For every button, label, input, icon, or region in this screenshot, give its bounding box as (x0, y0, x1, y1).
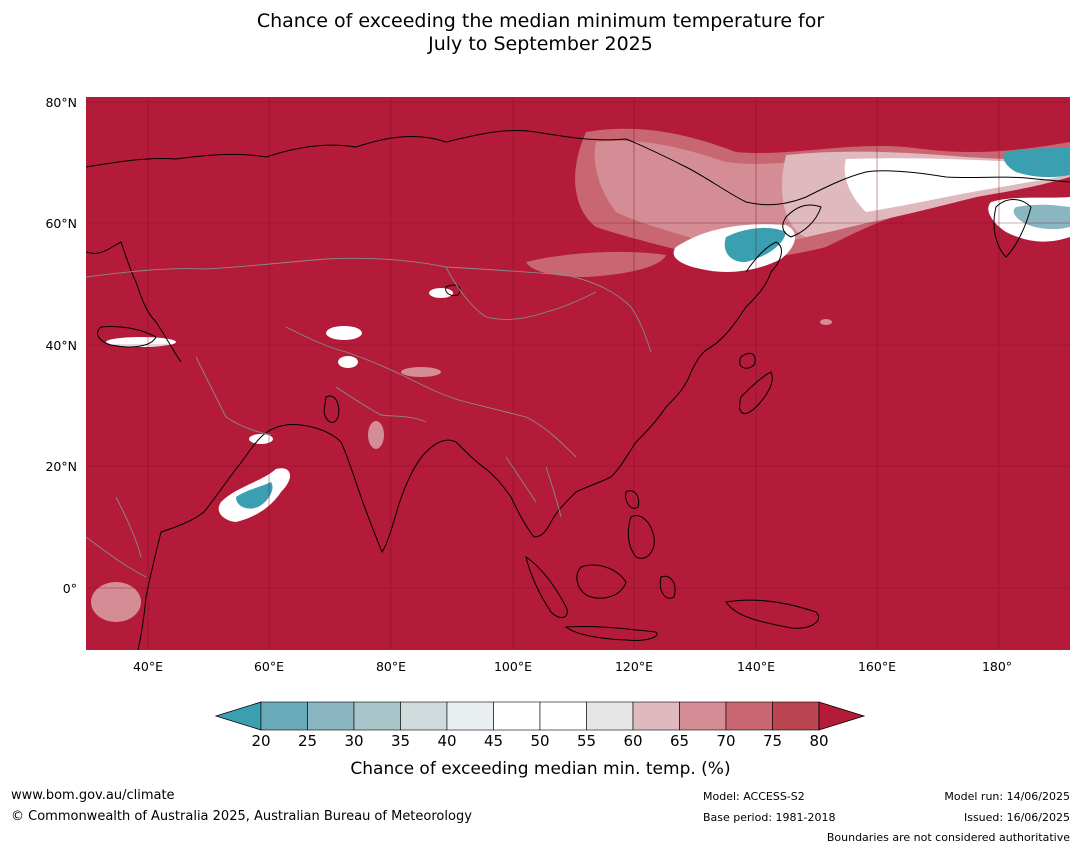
mongolia-boundary (445, 266, 597, 320)
pamir-neutral-patch (338, 356, 358, 368)
tibet-warm-patch (401, 367, 441, 377)
colorbar-tick-label: 50 (530, 732, 550, 750)
russia-southern-boundary (86, 257, 652, 353)
colorbar-segments (214, 701, 866, 731)
altai-neutral-patch (429, 288, 453, 298)
copyright-notice: © Commonwealth of Australia 2025, Austra… (11, 809, 472, 824)
west-asia-coastline (86, 241, 182, 363)
sumatra-coastline (525, 555, 568, 618)
lat-label-60n: 60°N (45, 216, 77, 231)
issued-date: Issued: 16/06/2025 (963, 811, 1070, 824)
colorbar-tick-label: 80 (809, 732, 829, 750)
sulawesi-coastline (659, 575, 676, 599)
colorbar-segment (260, 701, 308, 731)
colorbar-segment (725, 701, 773, 731)
china-coastline (533, 371, 692, 538)
east-africa-warm-patch (91, 582, 141, 622)
colorbar-label: Chance of exceeding median min. temp. (%… (350, 759, 731, 779)
map-title-line-1: Chance of exceeding the median minimum t… (256, 10, 825, 32)
lat-label-0: 0° (62, 581, 77, 596)
arctic-coastline (86, 129, 1070, 206)
lon-label-60e: 60°E (253, 659, 285, 674)
base-period: Base period: 1981-2018 (703, 811, 836, 824)
africa-east-coastline (137, 531, 162, 650)
okhotsk-cool-patch (724, 227, 786, 263)
pacific-coastline-north (690, 241, 782, 373)
new-guinea-coastline (725, 599, 819, 629)
model-name: Model: ACCESS-S2 (703, 790, 805, 803)
coastlines (86, 129, 1070, 650)
colorbar-tick-label: 60 (623, 732, 643, 750)
philippines-coastline (627, 515, 655, 559)
borneo-coastline (576, 564, 627, 599)
colorbar-segment (679, 701, 727, 731)
africa-boundary (86, 496, 147, 578)
india-warm-patch (368, 421, 384, 449)
colorbar-segment (539, 701, 587, 731)
colorbar-tick-label: 40 (437, 732, 457, 750)
map-svg (86, 97, 1070, 650)
lon-label-40e: 40°E (132, 659, 164, 674)
colorbar-segment (586, 701, 634, 731)
lon-label-180: 180° (981, 659, 1013, 674)
boundaries-disclaimer: Boundaries are not considered authoritat… (826, 831, 1070, 844)
colorbar-segment (446, 701, 494, 731)
japan-coastline (739, 371, 773, 415)
oman-neutral-patch (249, 434, 273, 444)
graticule (86, 97, 1070, 650)
lake-baikal-area (445, 284, 461, 296)
colorbar-segment (400, 701, 448, 731)
lon-label-120e: 120°E (614, 659, 653, 674)
himalaya-boundary (335, 386, 427, 423)
colorbar-tick-label: 30 (344, 732, 364, 750)
taiwan-coastline (625, 490, 640, 509)
caspian-neutral-patch (106, 337, 176, 347)
colorbar-segment (632, 701, 680, 731)
chukotka-cool-patch (1003, 147, 1070, 178)
minor-patches (91, 288, 832, 622)
lon-label-160e: 160°E (857, 659, 896, 674)
probability-patches (526, 128, 1070, 277)
colorbar-tick-label: 20 (251, 732, 271, 750)
caspian-sea-coastline (97, 326, 157, 348)
tianshan-neutral-patch (326, 326, 362, 340)
website-link[interactable]: www.bom.gov.au/climate (11, 788, 175, 803)
colorbar-tick-label: 70 (716, 732, 736, 750)
colorbar (214, 701, 866, 731)
arabian-sea-cool-patch (236, 482, 273, 509)
colorbar-segment (493, 701, 541, 731)
colorbar-tick-label: 35 (390, 732, 411, 750)
colorbar-segment (353, 701, 401, 731)
southeast-asia-boundary (505, 456, 562, 518)
map-title-line-2: July to September 2025 (428, 33, 653, 55)
colorbar-tick-label: 45 (483, 732, 504, 750)
probability-map (86, 97, 1070, 650)
country-boundaries (86, 257, 652, 578)
mongolia-warm-patch (526, 251, 666, 277)
lat-label-80n: 80°N (45, 95, 77, 110)
lon-label-100e: 100°E (493, 659, 532, 674)
kamchatka-coastline (993, 199, 1032, 258)
middle-east-boundary (195, 356, 272, 436)
lon-label-80e: 80°E (375, 659, 407, 674)
colorbar-segment (772, 701, 820, 731)
colorbar-tick-label: 65 (669, 732, 690, 750)
central-asia-boundary (285, 326, 577, 458)
lon-label-140e: 140°E (736, 659, 775, 674)
sakhalin-warm-patch (820, 319, 832, 325)
sakhalin-area-coastline (782, 204, 822, 238)
java-coastline (564, 625, 658, 641)
colorbar-tick-label: 75 (762, 732, 783, 750)
colorbar-segment (307, 701, 355, 731)
lat-label-40n: 40°N (45, 338, 77, 353)
south-asia-coastline (160, 424, 535, 553)
hokkaido-coastline (739, 352, 756, 369)
colorbar-extend-low (214, 701, 262, 731)
lat-label-20n: 20°N (45, 459, 77, 474)
colorbar-extend-high (818, 701, 866, 731)
colorbar-tick-label: 25 (297, 732, 318, 750)
colorbar-tick-label: 55 (576, 732, 597, 750)
persian-gulf (323, 395, 340, 423)
model-run-date: Model run: 14/06/2025 (944, 790, 1070, 803)
